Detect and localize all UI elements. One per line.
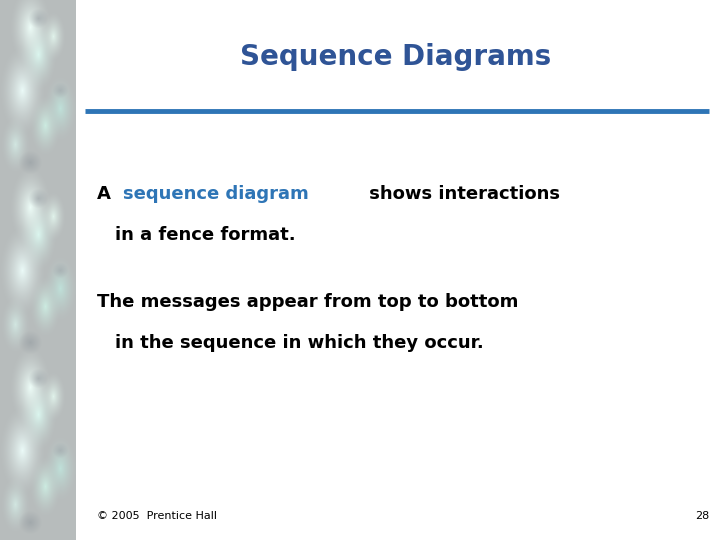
Text: sequence diagram: sequence diagram <box>123 185 309 204</box>
Text: A: A <box>97 185 117 204</box>
Text: Sequence Diagrams: Sequence Diagrams <box>240 43 552 71</box>
Bar <box>76 0 720 540</box>
Text: The messages appear from top to bottom: The messages appear from top to bottom <box>97 293 518 312</box>
Text: © 2005  Prentice Hall: © 2005 Prentice Hall <box>97 511 217 521</box>
Text: in a fence format.: in a fence format. <box>115 226 296 244</box>
Text: in the sequence in which they occur.: in the sequence in which they occur. <box>115 334 484 352</box>
Text: 28: 28 <box>695 511 709 521</box>
Text: shows interactions: shows interactions <box>363 185 560 204</box>
